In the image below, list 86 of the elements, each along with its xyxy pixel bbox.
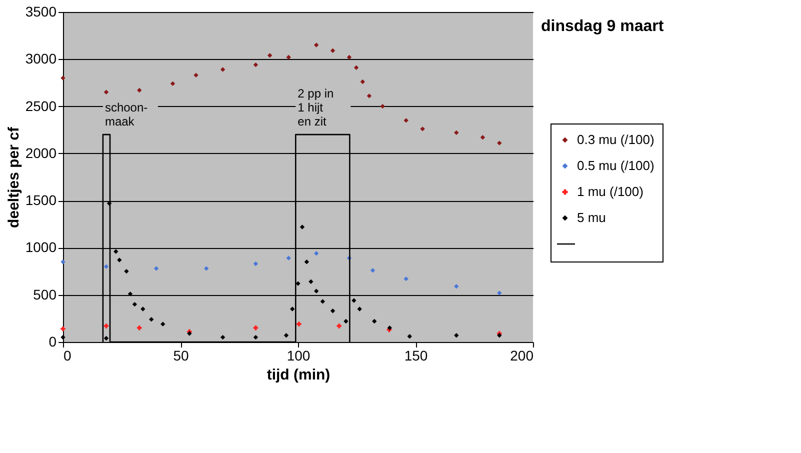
point bbox=[132, 302, 138, 307]
point bbox=[404, 276, 408, 282]
point bbox=[357, 306, 362, 312]
point bbox=[60, 260, 66, 264]
point bbox=[354, 65, 359, 70]
point bbox=[360, 79, 365, 84]
x-tick-label: 0 bbox=[64, 348, 72, 364]
y-tick-label: 3500 bbox=[25, 4, 57, 20]
point bbox=[117, 258, 122, 262]
point bbox=[370, 268, 376, 273]
point bbox=[267, 53, 272, 58]
point bbox=[60, 326, 66, 332]
legend-label: 0.5 mu (/100) bbox=[577, 158, 654, 173]
point bbox=[454, 333, 459, 338]
point bbox=[140, 306, 146, 312]
point bbox=[104, 336, 109, 341]
point bbox=[380, 104, 385, 109]
point bbox=[344, 318, 348, 324]
y-axis-title: deeltjes per cf bbox=[5, 126, 22, 228]
legend-label: 0.3 mu (/100) bbox=[577, 132, 654, 147]
point bbox=[204, 266, 209, 271]
point bbox=[300, 224, 305, 230]
point bbox=[497, 140, 502, 146]
point bbox=[308, 279, 314, 284]
point bbox=[454, 284, 459, 289]
y-tick-label: 1500 bbox=[25, 192, 57, 208]
point bbox=[420, 126, 425, 132]
point bbox=[304, 260, 310, 264]
x-tick-label: 50 bbox=[173, 348, 189, 364]
point bbox=[296, 322, 302, 326]
point bbox=[352, 298, 356, 303]
point bbox=[137, 88, 142, 93]
legend-label: 1 mu (/100) bbox=[577, 184, 644, 199]
point bbox=[314, 42, 319, 48]
point bbox=[154, 266, 159, 271]
point bbox=[286, 54, 291, 60]
point bbox=[60, 76, 66, 80]
point bbox=[346, 54, 352, 60]
point bbox=[128, 292, 133, 296]
point bbox=[253, 62, 258, 68]
point bbox=[372, 318, 377, 324]
point bbox=[480, 135, 486, 140]
x-axis-title: tijd (min) bbox=[266, 366, 330, 384]
point bbox=[320, 299, 326, 304]
annotation: schoon- maak bbox=[104, 100, 148, 129]
y-tick-label: 2000 bbox=[25, 144, 57, 161]
y-tick-label: 1000 bbox=[25, 239, 57, 256]
point bbox=[104, 90, 109, 94]
point bbox=[366, 94, 372, 98]
text: dinsdag 9 maart bbox=[541, 18, 664, 35]
legend-label: 5 mu bbox=[577, 210, 606, 225]
y-tick-label: 0 bbox=[48, 334, 57, 350]
y-tick-label: 500 bbox=[33, 286, 57, 302]
x-tick-label: 100 bbox=[286, 348, 310, 364]
point bbox=[220, 67, 226, 72]
point bbox=[149, 317, 154, 322]
point bbox=[330, 308, 336, 314]
point bbox=[454, 130, 459, 136]
point bbox=[253, 326, 258, 330]
point bbox=[253, 334, 258, 340]
point bbox=[60, 334, 66, 340]
point bbox=[336, 324, 342, 328]
point bbox=[314, 251, 319, 256]
annotation: 2 pp in 1 hijt en zit bbox=[298, 86, 334, 129]
point bbox=[284, 333, 289, 338]
point bbox=[160, 322, 166, 326]
point bbox=[497, 290, 502, 296]
point bbox=[220, 334, 226, 340]
point bbox=[404, 118, 408, 123]
point bbox=[194, 72, 198, 78]
point bbox=[104, 264, 109, 269]
point bbox=[137, 326, 142, 330]
point bbox=[330, 48, 336, 53]
x-tick-label: 150 bbox=[404, 348, 428, 364]
point bbox=[170, 81, 176, 86]
x-tick-label: 200 bbox=[510, 348, 534, 364]
point bbox=[290, 306, 295, 312]
point bbox=[253, 261, 258, 266]
point bbox=[124, 268, 129, 274]
y-tick-label: 2500 bbox=[25, 98, 57, 114]
y-tick-label: 3000 bbox=[25, 50, 57, 67]
point bbox=[407, 334, 412, 339]
point bbox=[286, 256, 291, 260]
point bbox=[114, 249, 118, 254]
point bbox=[314, 288, 319, 294]
point bbox=[104, 324, 109, 328]
